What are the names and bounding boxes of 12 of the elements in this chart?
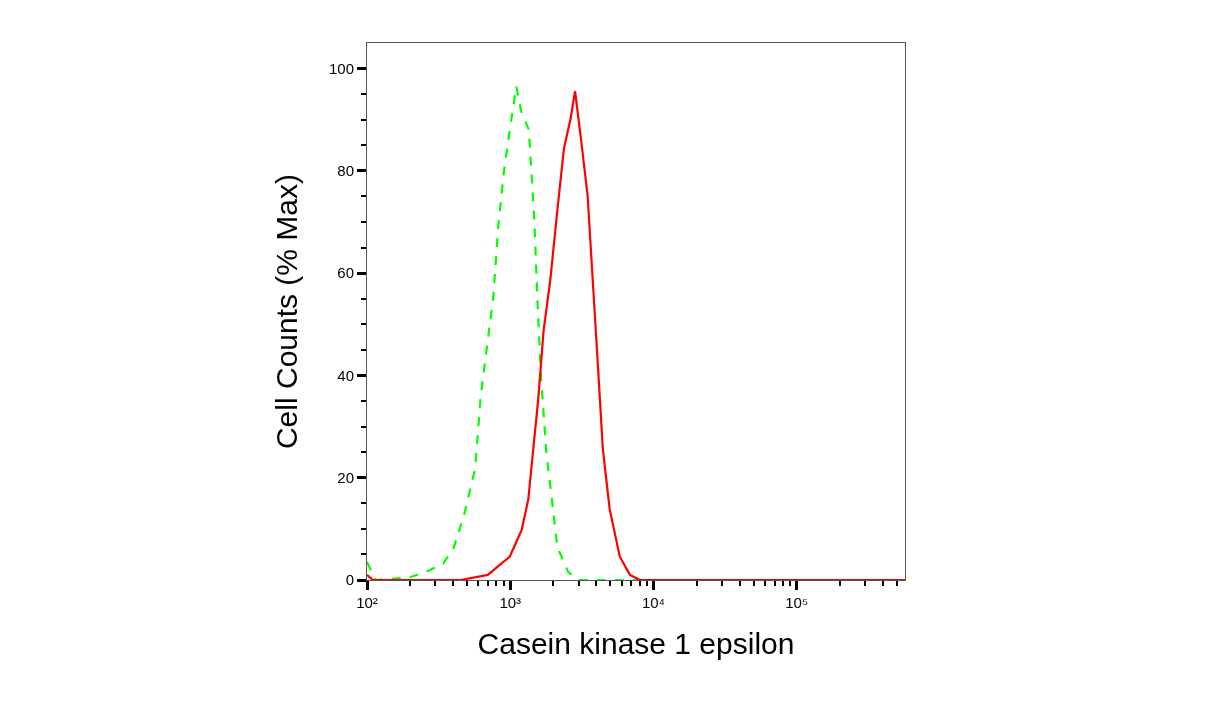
y-tick-label: 80: [337, 162, 354, 180]
x-axis-title: Casein kinase 1 epsilon: [477, 626, 795, 660]
x-tick-label: 10³: [499, 594, 522, 611]
x-tick-label: 10²: [356, 594, 378, 611]
y-axis-title: Cell Counts (% Max): [269, 173, 303, 450]
y-tick-label: 20: [337, 468, 354, 486]
x-tick-label: 10⁴: [641, 594, 666, 611]
y-tick-label: 60: [337, 264, 354, 282]
y-tick-label: 0: [345, 571, 354, 589]
y-tick-label: 100: [328, 59, 354, 77]
x-tick-label: 10⁵: [785, 594, 809, 611]
y-tick-label: 40: [337, 366, 354, 384]
